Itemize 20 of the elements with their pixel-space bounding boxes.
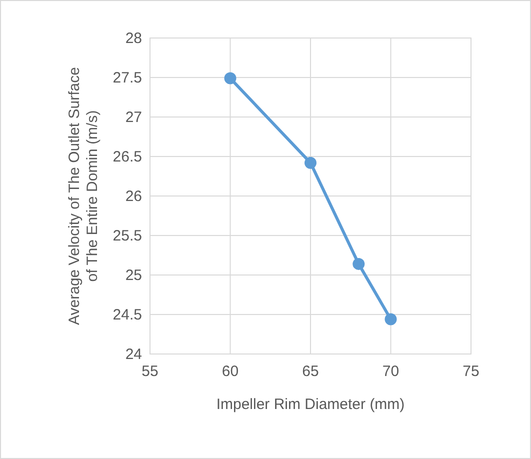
y-tick-label: 28 [125,30,142,47]
x-tick-label: 55 [142,363,158,380]
x-tick-label: 60 [222,363,239,380]
y-tick-label: 27.5 [112,70,142,86]
x-axis-title: Impeller Rim Diameter (mm) [216,396,405,413]
y-axis-title: Average Velocity of The Outlet Surface of The Entire Domin (m/s) [66,67,101,325]
point [352,258,365,270]
y-tick-label: 25.5 [112,228,142,244]
y-tick-label: 26.5 [112,148,142,166]
y-tick-label: 27 [125,109,142,126]
x-tick-label: 75 [462,363,480,380]
y-tick-label: 25 [125,267,142,284]
x-tick-label: 65 [302,363,319,380]
x-tick-label: 70 [382,363,400,380]
point [224,72,236,84]
y-tick-label: 26 [125,188,142,205]
y-tick-label: 24 [125,346,142,363]
point [384,313,397,326]
y-tick-label: 24.5 [112,306,142,324]
point [304,156,316,169]
